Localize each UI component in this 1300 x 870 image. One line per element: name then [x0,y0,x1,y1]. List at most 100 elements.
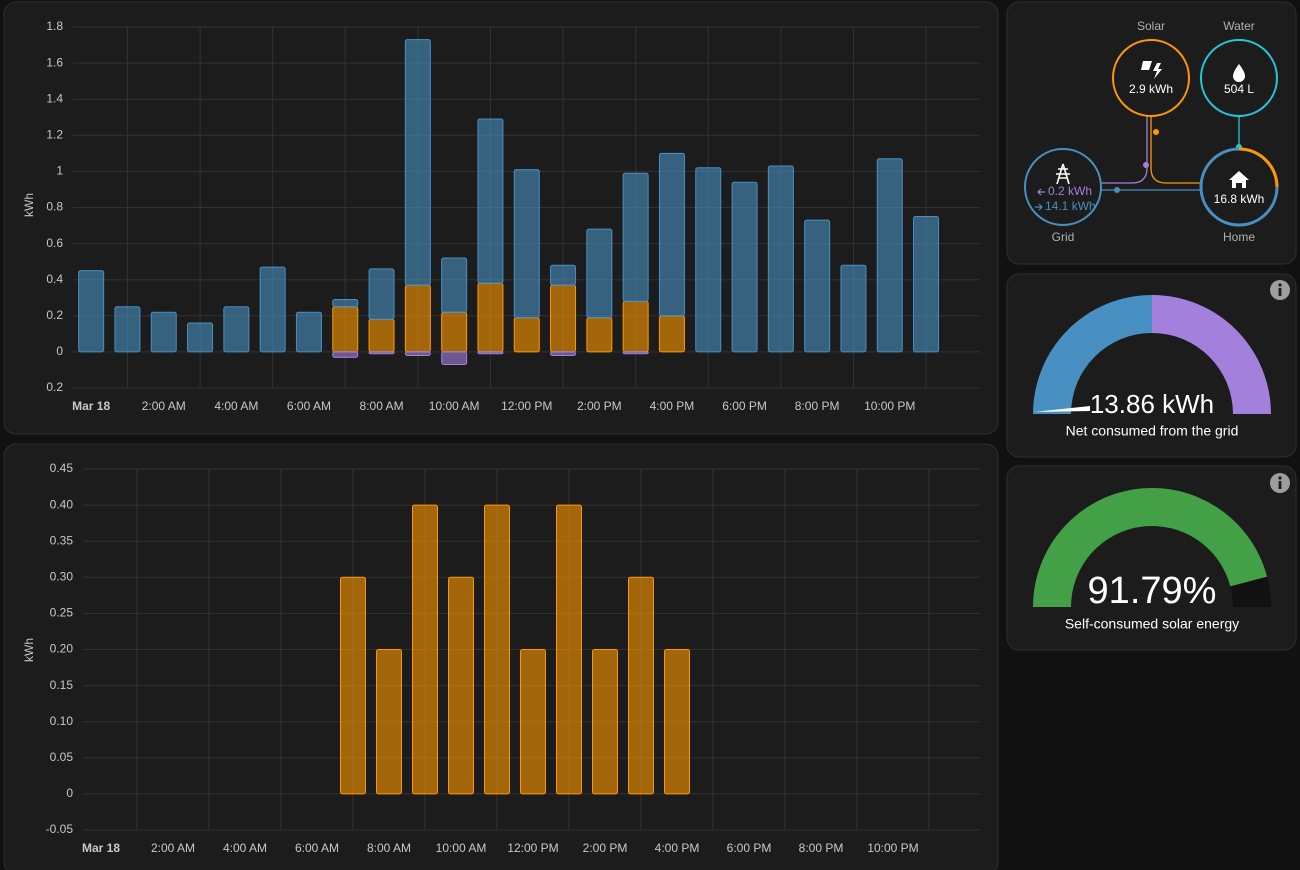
y-tick-label: 0.40 [50,497,74,511]
bar [556,504,582,795]
bar [840,264,867,353]
gauge-name: Self-consumed solar energy [1065,616,1239,632]
node-label: Grid [1052,230,1075,244]
info-icon[interactable] [1270,280,1290,300]
bar [477,118,504,284]
bar [658,315,685,353]
x-tick-label: 8:00 PM [795,399,840,413]
bar [441,257,468,313]
bar [332,351,359,358]
y-tick-label: 0.2 [46,380,63,394]
y-tick-label: -0.05 [46,822,74,836]
y-tick-label: 0.2 [46,308,63,322]
y-tick-label: 0.30 [50,569,74,583]
bar [412,504,438,795]
bar [622,351,649,355]
energy-distribution: Solar 2.9 kWh Water 504 L Grid 0.2 kWh 1… [1024,19,1279,244]
node-value: 0.2 kWh [1048,184,1092,198]
bar [513,169,540,319]
bar [550,284,577,353]
y-tick-label: 0.4 [46,272,63,286]
info-icon[interactable] [1270,473,1290,493]
x-tick-label: 8:00 PM [799,841,844,855]
bar [332,299,359,308]
flow-dot [1153,129,1159,135]
x-tick-label: Mar 18 [72,399,110,413]
bar [404,39,431,286]
x-tick-label: 4:00 PM [650,399,695,413]
x-tick-label: 12:00 PM [501,399,552,413]
flow-line [1101,116,1148,184]
bar [477,351,504,355]
bar [376,649,402,795]
flow-dot [1143,162,1149,168]
x-tick-label: 2:00 PM [583,841,628,855]
gauge-segment [1033,295,1152,414]
bar [550,351,577,357]
gauge-value: 13.86 kWh [1090,389,1214,419]
bar [586,228,613,319]
node-label: Home [1223,230,1255,244]
x-tick-label: 8:00 AM [360,399,404,413]
flow-dot [1114,187,1120,193]
x-tick-label: 2:00 PM [577,399,622,413]
bar [484,504,510,795]
gauge-segment [1152,295,1271,414]
bar [448,576,474,795]
bar [876,158,903,353]
water-icon [1233,64,1245,82]
y-tick-label: 1.6 [46,55,63,69]
y-tick-label: 0.8 [46,200,63,214]
bar [628,576,654,795]
bar [187,322,214,353]
bar [340,576,366,795]
bar [441,351,468,366]
y-tick-label: 1.8 [46,19,63,33]
bar [731,181,758,353]
bar [150,311,177,353]
y-tick-label: 0 [56,344,63,358]
node-value: 16.8 kWh [1214,192,1265,206]
bar [404,351,431,357]
node-value: 2.9 kWh [1129,82,1173,96]
bar [586,317,613,353]
bar [368,318,395,353]
bar [223,306,250,353]
y-tick-label: 0.6 [46,236,63,250]
bar [695,167,722,353]
bar [368,351,395,355]
y-tick-label: 0.25 [50,606,74,620]
grid-node [1024,148,1102,226]
bar [664,649,690,795]
x-tick-label: 6:00 PM [727,841,772,855]
x-tick-label: 8:00 AM [367,841,411,855]
x-tick-label: 6:00 PM [722,399,767,413]
home-solar-share [1238,147,1279,188]
y-tick-label: 1 [56,164,63,178]
x-tick-label: 6:00 AM [295,841,339,855]
x-tick-label: 10:00 PM [867,841,918,855]
flow-line [1150,116,1201,184]
x-tick-label: 10:00 PM [864,399,915,413]
y-tick-label: 0.20 [50,642,74,656]
y-tick-label: 0.10 [50,714,74,728]
gauge-arc [1033,488,1268,607]
card [1006,465,1297,651]
gauge-needle [1034,406,1090,412]
x-tick-label: 2:00 AM [142,399,186,413]
home-icon [1229,171,1249,188]
node-value: 14.1 kWh [1045,199,1096,213]
bar [295,311,322,353]
gauge-value: 91.79% [1088,570,1217,612]
x-tick-label: 12:00 PM [507,841,558,855]
x-tick-label: 4:00 AM [214,399,258,413]
flow-arrows [1035,188,1045,211]
x-tick-label: 2:00 AM [151,841,195,855]
bar [622,172,649,302]
bar [804,219,831,353]
bar [368,268,395,320]
bar [767,165,794,353]
x-tick-label: 10:00 AM [436,841,487,855]
